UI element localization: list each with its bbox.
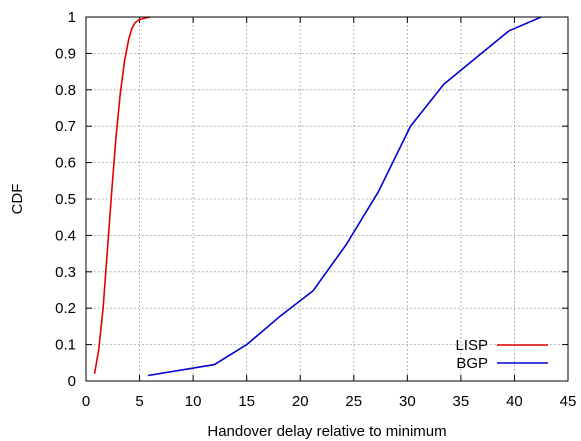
- x-tick-label: 15: [238, 393, 255, 410]
- y-tick-label: 0.1: [55, 337, 76, 354]
- legend-label-bgp: BGP: [456, 355, 488, 372]
- x-tick-label: 20: [292, 393, 309, 410]
- y-tick-label: 0.8: [55, 82, 76, 99]
- series-lines: [93, 16, 542, 377]
- x-tick-label: 40: [506, 393, 523, 410]
- y-tick-label: 0.4: [55, 227, 76, 244]
- y-tick-label: 0.6: [55, 155, 76, 172]
- x-tick-label: 0: [82, 393, 90, 410]
- plot-frame: [85, 16, 569, 382]
- x-tick-label: 35: [453, 393, 470, 410]
- y-tick-labels: 0 0.1 0.2 0.3 0.4 0.5 0.6 0.7 0.8 0.9 1: [55, 9, 76, 390]
- y-tick-label: 0.5: [55, 191, 76, 208]
- y-tick-label: 1: [68, 9, 76, 26]
- y-tick-label: 0.2: [55, 300, 76, 317]
- series-line-lisp: [93, 16, 151, 374]
- y-axis-label: CDF: [9, 184, 26, 215]
- x-tick-label: 45: [560, 393, 577, 410]
- y-tick-label: 0.7: [55, 118, 76, 135]
- x-tick-label: 25: [345, 393, 362, 410]
- x-tick-labels: 0 5 10 15 20 25 30 35 40 45: [82, 393, 577, 410]
- x-axis-label: Handover delay relative to minimum: [207, 423, 446, 440]
- grid: [86, 17, 568, 381]
- x-tick-label: 30: [399, 393, 416, 410]
- y-tick-label: 0.3: [55, 264, 76, 281]
- y-tick-label: 0: [68, 373, 76, 390]
- x-tick-label: 10: [185, 393, 202, 410]
- y-tick-label: 0.9: [55, 45, 76, 62]
- x-tick-label: 5: [135, 393, 143, 410]
- legend-label-lisp: LISP: [455, 337, 488, 354]
- series-line-bgp: [147, 16, 542, 377]
